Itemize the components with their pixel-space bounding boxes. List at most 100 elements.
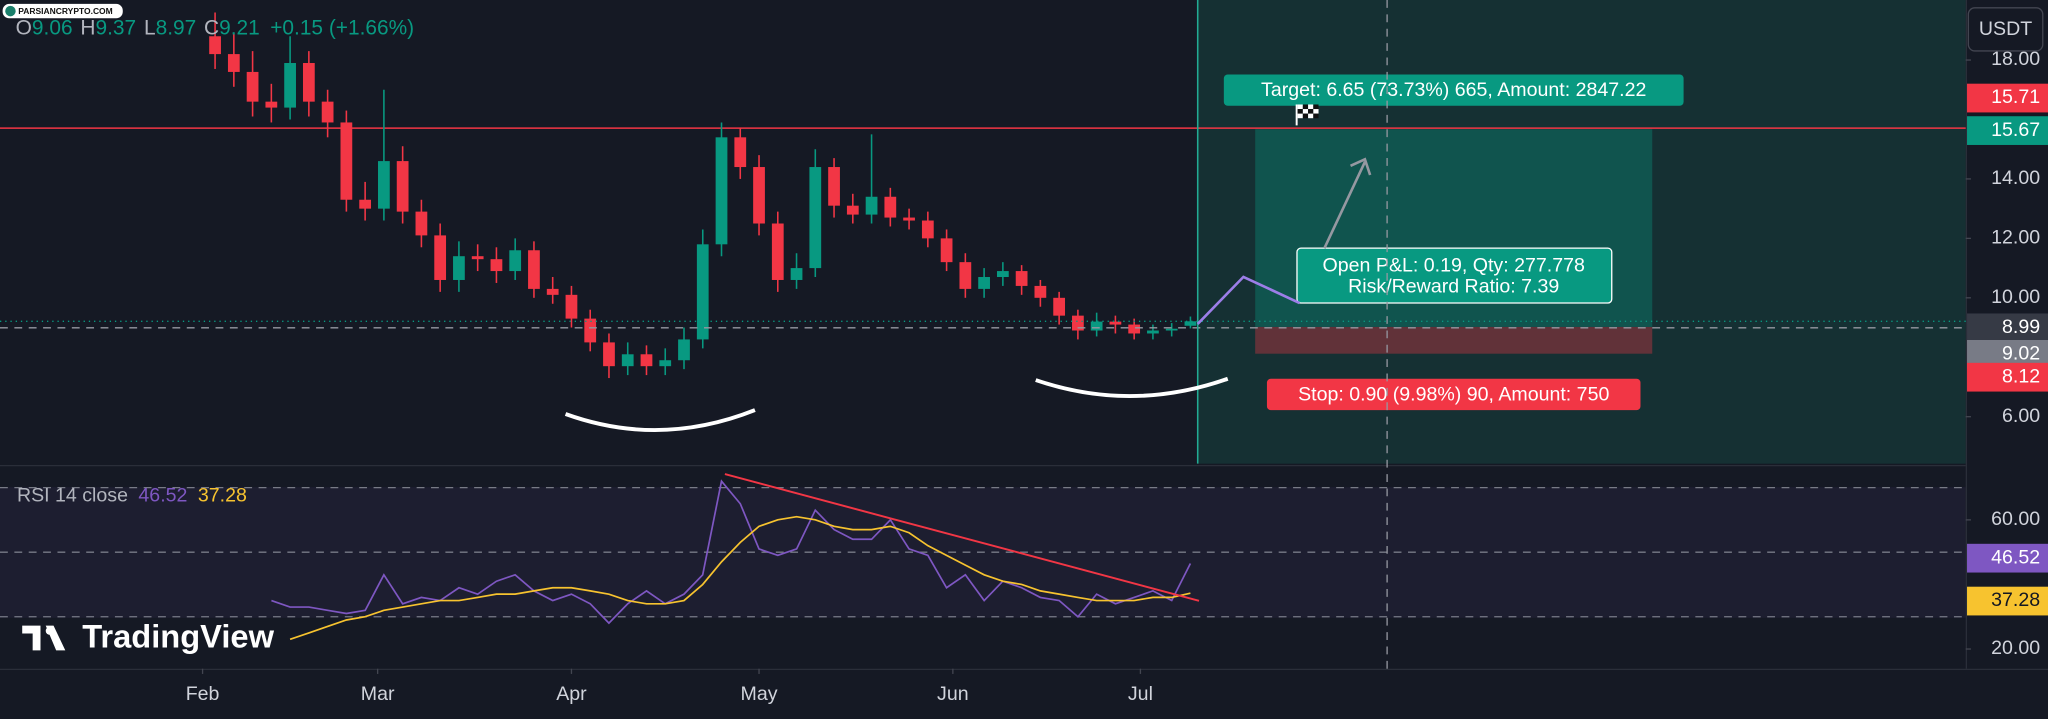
candle-body: [790, 268, 803, 280]
flag-cell: [1313, 104, 1319, 110]
position-info: Open P&L: 0.19, Qty: 277.778: [1323, 255, 1585, 277]
watermark-badge: [2, 3, 123, 19]
flag-cell: [1308, 109, 1314, 114]
rsi-tick-label: 20.00: [1991, 637, 2040, 659]
candle-body: [1090, 321, 1103, 331]
ohlc-value: 8.97: [156, 16, 197, 39]
candle-body: [340, 122, 353, 200]
candle-body: [1147, 330, 1159, 334]
candle-body: [996, 271, 1009, 278]
candle-body: [321, 101, 334, 123]
flag-cell: [1302, 113, 1309, 119]
price-tag: [1967, 586, 2048, 616]
price-tag-label: 15.67: [1991, 119, 2040, 141]
candle-body: [734, 137, 747, 168]
flag-cell: [1297, 109, 1303, 114]
pattern-arc: [1035, 376, 1229, 398]
ohlc-letter: O: [16, 16, 32, 39]
ohlc-value: 9.37: [95, 16, 136, 39]
y-tick-label: 10.00: [1991, 286, 2040, 308]
candle-body: [715, 137, 728, 245]
candle-body: [696, 244, 709, 340]
candle-body: [1128, 324, 1141, 334]
ohlc-letter: L: [144, 16, 156, 39]
candle-body: [378, 161, 390, 209]
plot-layer: 6.00 10.00 12.00 14.00 18.00 20.00 60.00 Feb Mar…: [0, 12, 2048, 705]
candle-body: [640, 354, 653, 367]
ohlc-header: O9.06 H9.37 L8.97 C9.21 +0.15 (+1.66%): [16, 16, 414, 39]
price-tag-label: 46.52: [1991, 546, 2040, 568]
candle-body: [246, 71, 259, 102]
candle-body: [584, 318, 597, 343]
price-tag: [1967, 83, 2048, 113]
x-tick-label: Mar: [361, 683, 395, 705]
watermark: PARSIANCRYPTO.COM: [2, 3, 123, 19]
candle-body: [1165, 328, 1178, 331]
brand-logo: [22, 625, 66, 651]
candle-body: [471, 256, 484, 260]
rsi-tick-label: 60.00: [1991, 508, 2040, 530]
price-tag: [1967, 543, 2048, 573]
price-tag-label: 8.12: [2002, 365, 2040, 387]
candle-body: [978, 277, 990, 289]
branding: TradingView: [22, 617, 275, 654]
candle-body: [753, 167, 765, 224]
pattern-arc: [564, 408, 756, 433]
flag-pole: [1295, 104, 1298, 126]
x-tick-label: Apr: [556, 683, 587, 705]
candle-body: [284, 63, 296, 108]
flag-cell: [1302, 109, 1309, 114]
ohlc-letter: H: [80, 16, 95, 39]
price-tag: [1967, 313, 2048, 343]
watermark-text: PARSIANCRYPTO.COM: [18, 6, 112, 16]
candle-body: [921, 220, 934, 239]
y-tick-label: 14.00: [1991, 167, 2040, 189]
y-tick-label: 12.00: [1991, 227, 2040, 249]
candle-body: [1053, 297, 1066, 316]
indicator-title: RSI 14 close 46.52 37.28: [17, 484, 247, 506]
candle-body: [1184, 321, 1197, 326]
candle-body: [771, 223, 784, 280]
rsi-line: [289, 515, 1191, 641]
candle-body: [1034, 285, 1047, 298]
candle-body: [884, 196, 897, 218]
ohlc-value: 9.21: [219, 16, 260, 39]
currency-box[interactable]: [1967, 7, 2044, 52]
indicator-value: 37.28: [198, 484, 247, 506]
candle-body: [415, 211, 428, 236]
x-tick-label: Jun: [937, 683, 969, 705]
candle-body: [828, 167, 840, 206]
currency-button[interactable]: USDT: [1967, 7, 2044, 52]
target-label-box: [1223, 74, 1684, 106]
target-flag: [1295, 104, 1319, 126]
price-tag-label: 9.02: [2002, 343, 2040, 365]
y-tick-label: 18.00: [1991, 48, 2040, 70]
price-tag-label: 8.99: [2002, 316, 2040, 338]
rsi-line: [271, 479, 1192, 625]
flag-cell: [1308, 104, 1314, 110]
candle-body: [359, 199, 372, 209]
position-info: Risk/Reward Ratio: 7.39: [1348, 276, 1559, 298]
candle-body: [865, 196, 878, 215]
candle-body: [678, 339, 690, 361]
x-tick-label: May: [741, 683, 778, 705]
candle-body: [809, 167, 822, 269]
watermark-icon: [5, 5, 16, 17]
flag-cell: [1297, 104, 1303, 110]
candle-body: [621, 354, 634, 367]
brand-logo-dot: [45, 626, 54, 635]
candle-body: [659, 360, 672, 367]
candle-body: [265, 101, 278, 108]
currency-label[interactable]: USDT: [1979, 18, 2032, 40]
candle-body: [959, 262, 972, 289]
candle-body: [940, 238, 953, 263]
indicator-value: 46.52: [138, 484, 187, 506]
flag-cell: [1297, 113, 1303, 119]
candle-body: [1109, 321, 1122, 325]
price-tag-label: 15.71: [1991, 86, 2040, 108]
x-tick-label: Feb: [186, 683, 220, 705]
candle-body: [1015, 271, 1028, 286]
price-tag: [1967, 362, 2048, 392]
target-label: Target: 6.65 (73.73%) 665, Amount: 2847.…: [1261, 79, 1646, 101]
